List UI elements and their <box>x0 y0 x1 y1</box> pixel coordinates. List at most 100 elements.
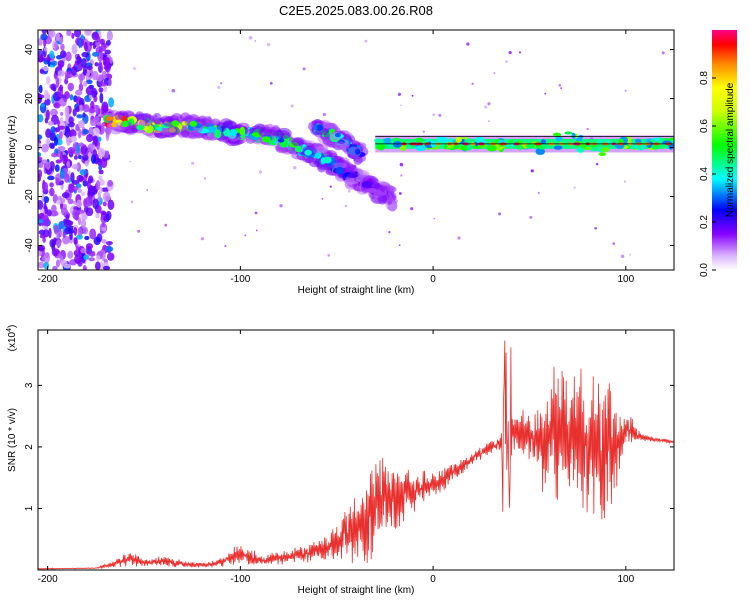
noise-blob <box>79 169 87 176</box>
noise-blob <box>89 228 97 240</box>
noise-blob <box>77 128 82 139</box>
noise-dot <box>484 105 488 109</box>
noise-blob <box>65 214 70 220</box>
noise-blob <box>81 213 88 220</box>
noise-blob <box>39 234 46 239</box>
noise-blob <box>85 86 94 96</box>
line-blob <box>535 148 546 155</box>
noise-blob <box>55 177 60 186</box>
colorbar-ticks: 0.0 0.2 0.4 0.6 0.8 <box>699 71 716 277</box>
noise-blob <box>73 155 78 160</box>
noise-dot <box>508 50 512 55</box>
noise-blob <box>57 60 65 68</box>
noise-dot <box>498 212 502 216</box>
noise-blob <box>64 126 71 138</box>
noise-blob <box>55 159 62 164</box>
noise-blob <box>41 215 50 227</box>
ridge-blob <box>122 120 129 128</box>
noise-blob <box>76 114 83 119</box>
noise-blob <box>44 252 50 259</box>
noise-dot <box>321 197 324 200</box>
noise-blob <box>82 154 89 161</box>
noise-blob <box>104 62 110 73</box>
ridge-halo <box>291 137 305 147</box>
noise-blob <box>62 231 66 238</box>
noise-blob <box>76 162 82 172</box>
snr-series-line <box>38 340 674 570</box>
noise-blob <box>56 77 60 88</box>
noise-dot <box>595 163 599 166</box>
noise-blob <box>77 216 82 226</box>
noise-blob <box>98 186 103 194</box>
noise-blob <box>38 169 43 179</box>
figure-title: C2E5.2025.083.00.26.R08 <box>279 3 433 18</box>
x-tick-label: -200 <box>38 574 58 585</box>
noise-dot <box>364 39 368 43</box>
noise-dot <box>661 51 665 55</box>
noise-dot <box>279 204 283 208</box>
noise-blob <box>79 104 83 112</box>
noise-blob <box>60 43 65 51</box>
ridge-blob <box>277 138 285 143</box>
noise-blob <box>38 200 44 210</box>
noise-blob <box>38 261 45 269</box>
noise-blob <box>105 246 114 252</box>
noise-blob <box>59 111 64 116</box>
noise-blob <box>88 250 96 257</box>
noise-blob <box>99 38 106 45</box>
ridge-blob <box>189 120 198 127</box>
noise-dot <box>594 226 598 230</box>
line-blob <box>576 147 585 153</box>
noise-dot <box>432 113 435 116</box>
noise-blob <box>63 218 69 224</box>
noise-blob <box>98 169 104 175</box>
noise-blob <box>49 182 54 188</box>
noise-dot <box>266 42 271 47</box>
noise-blob <box>108 97 115 108</box>
noise-blob <box>74 89 83 96</box>
noise-blob <box>80 218 87 229</box>
noise-blob <box>84 158 89 167</box>
noise-blob <box>94 261 101 270</box>
noise-blob <box>82 128 89 135</box>
noise-blob <box>82 226 89 235</box>
noise-blob <box>45 128 52 139</box>
line-blob <box>455 136 462 143</box>
noise-blob <box>52 86 57 92</box>
noise-blob <box>77 209 85 214</box>
noise-blob <box>95 213 100 219</box>
snr-frame <box>37 329 675 571</box>
noise-dot <box>171 88 176 93</box>
x-tick-label: 0 <box>430 574 436 585</box>
noise-blob <box>64 106 70 116</box>
noise-dot <box>573 186 576 189</box>
x-tick-label: -100 <box>230 574 250 585</box>
noise-blob <box>106 30 113 41</box>
noise-blob <box>50 210 59 217</box>
ridge-blob <box>347 173 359 178</box>
line-blob <box>486 144 497 152</box>
line-blob <box>415 137 424 143</box>
ridge-blob <box>251 132 261 137</box>
noise-dot <box>302 67 306 71</box>
ridge-blob <box>323 156 332 164</box>
noise-dot <box>200 237 204 241</box>
noise-dot <box>457 236 461 240</box>
colorbar-tick-label: 0.4 <box>699 167 710 181</box>
noise-dot <box>322 112 327 117</box>
colorbar-label: Normalized spectral amplitude <box>725 82 736 217</box>
ridge-halo <box>344 175 355 186</box>
noise-blob <box>51 109 56 115</box>
noise-blob <box>69 229 73 241</box>
x-tick-label: 100 <box>617 574 634 585</box>
noise-blob <box>48 30 56 38</box>
line-blob <box>552 132 562 137</box>
noise-blob <box>90 154 97 165</box>
ridge-halo <box>276 127 292 140</box>
noise-blob <box>49 50 55 60</box>
noise-blob <box>82 264 88 270</box>
y-tick-label: 40 <box>24 44 35 56</box>
noise-blob <box>64 91 70 100</box>
line-blob <box>474 136 485 142</box>
